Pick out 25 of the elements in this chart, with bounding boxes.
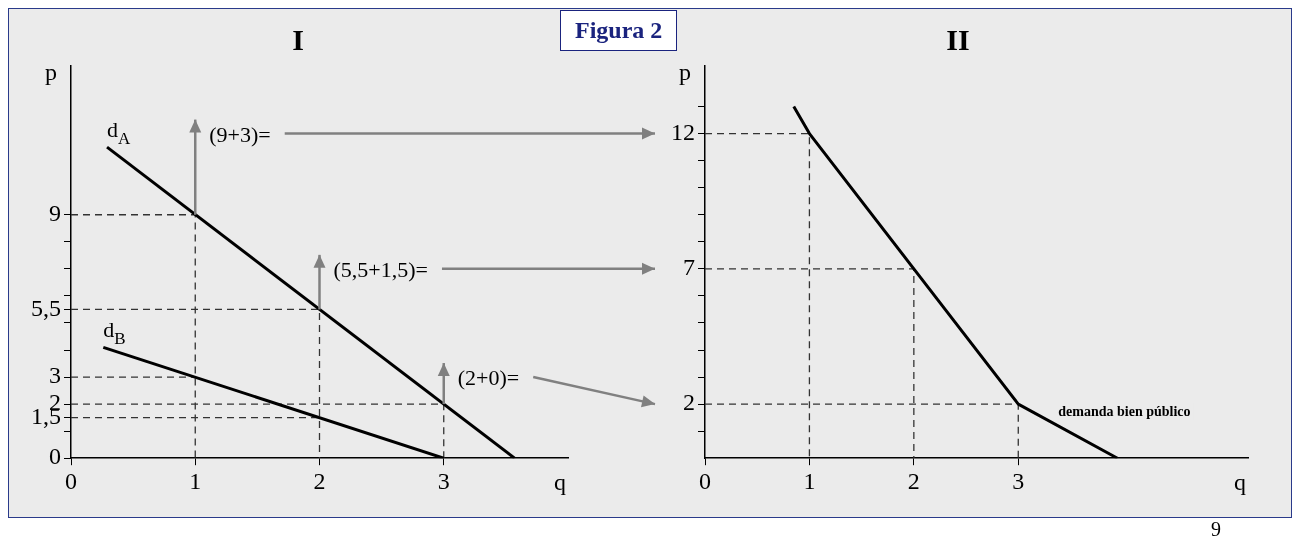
y-axis-title: p [679,59,691,85]
y-tick-label: 7 [683,254,695,281]
y-tick-label: 9 [49,200,61,227]
x-axis-title: q [554,469,566,496]
y-tick-label: 5,5 [31,294,61,321]
x-axis-title: q [1234,469,1246,496]
y-tick-label: 12 [671,118,695,145]
x-tick-label: 3 [1012,467,1025,494]
y-tick-label: 3 [49,362,61,389]
y-axis-title: p [45,59,57,85]
series-label: demanda bien público [1058,404,1191,420]
annotation: (2+0)= [457,365,520,391]
x-tick-label: 2 [313,467,326,494]
text: 9 [1211,518,1221,540]
y-tick-label: 0 [49,443,61,470]
x-tick-label: 2 [907,467,920,494]
annotation: (9+3)= [209,121,271,147]
chart-title: II [946,22,970,56]
annotation: (5,5+1,5)= [333,256,428,282]
x-tick-label: 1 [803,467,816,494]
y-tick-label: 2 [683,389,695,416]
chart-title: I [292,22,304,56]
text: Figura 2 [560,10,678,51]
x-tick-label: 3 [437,467,450,494]
x-tick-label: 1 [189,467,202,494]
